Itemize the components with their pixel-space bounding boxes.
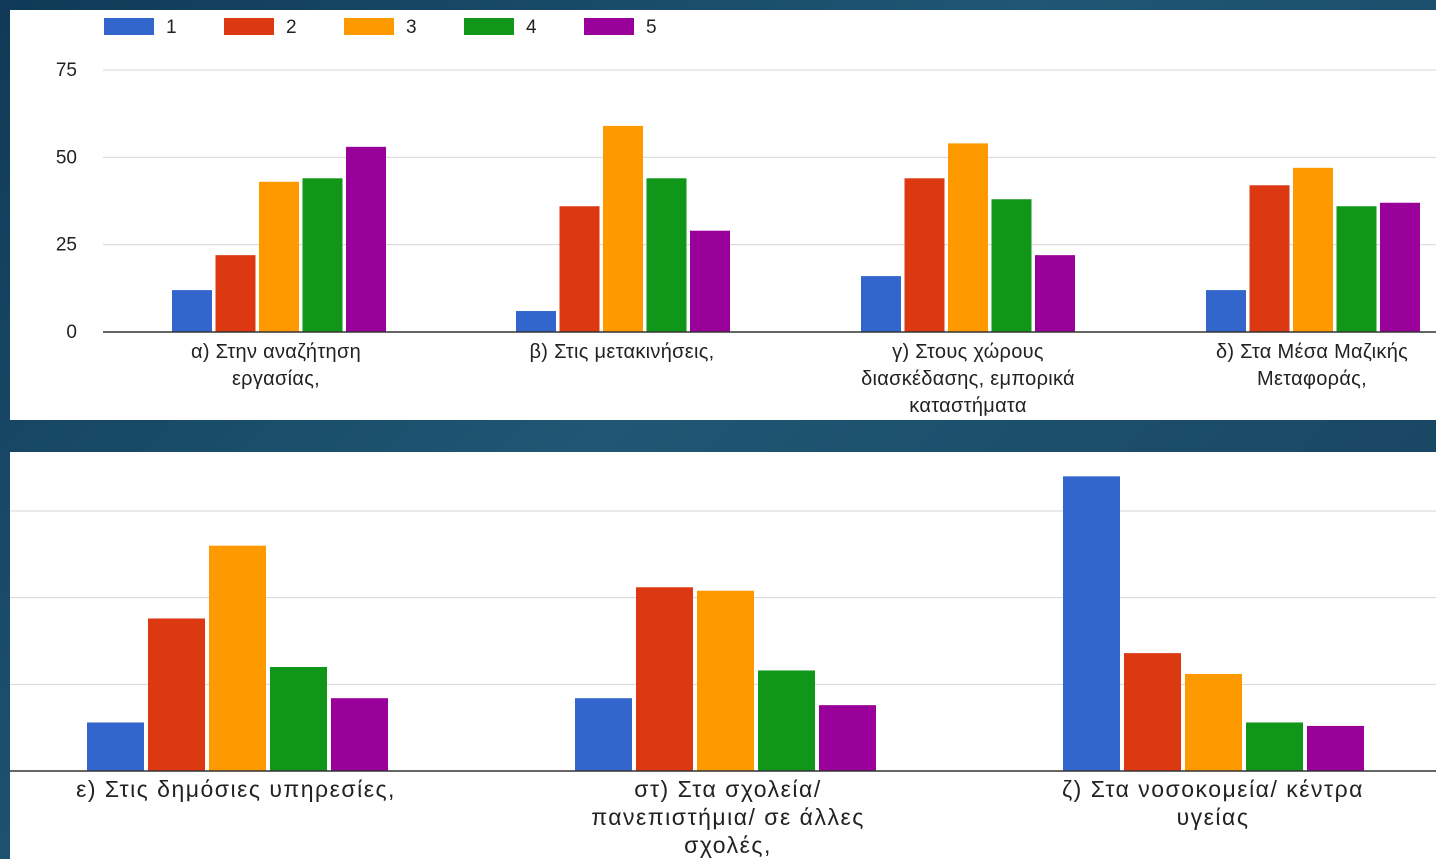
top-bar-series-4-cat-1: [302, 178, 343, 332]
top-bar-series-5-cat-1: [346, 146, 386, 332]
bottom-bar-series-2-cat-2: [636, 587, 693, 771]
legend-label-5: 5: [646, 17, 657, 38]
top-category-label: β) Στις μετακινήσεις,: [529, 341, 714, 363]
legend-label-4: 4: [526, 17, 537, 38]
bottom-bar-series-5-cat-2: [819, 705, 876, 771]
bottom-bar-series-3-cat-3: [1185, 673, 1242, 771]
top-bar-series-2-cat-2: [559, 206, 600, 332]
top-y-tick-label: 0: [66, 322, 77, 343]
top-bar-series-3-cat-2: [603, 125, 643, 332]
top-bar-series-4-cat-4: [1336, 206, 1377, 332]
bottom-category-label-line: σχολές,: [684, 832, 772, 858]
legend-swatch-1: [104, 18, 154, 35]
bottom-bar-series-3-cat-2: [697, 590, 754, 771]
top-category-label-line: Μεταφοράς,: [1257, 368, 1367, 390]
bottom-category-label-line: στ) Στα σχολεία/: [634, 776, 821, 802]
top-category-label-line: διασκέδασης, εμπορικά: [861, 368, 1075, 390]
top-category-label-line: α) Στην αναζήτηση: [191, 341, 361, 363]
top-bar-series-5-cat-3: [1035, 255, 1075, 332]
top-bar-series-1-cat-3: [861, 276, 901, 332]
legend-swatch-2: [224, 18, 274, 35]
legend-label-3: 3: [406, 17, 417, 38]
top-category-label: γ) Στους χώρους διασκέδασης, εμπορικά κατα…: [861, 341, 1075, 417]
top-category-label-line: καταστήματα: [909, 395, 1026, 417]
top-y-tick-label: 50: [56, 147, 77, 168]
top-category-label-line: δ) Στα Μέσα Μαζικής: [1216, 341, 1408, 363]
top-category-label: α) Στην αναζήτηση εργασίας,: [191, 341, 361, 390]
bottom-bar-series-1-cat-3: [1063, 476, 1120, 771]
legend-swatch-4: [464, 18, 514, 35]
legend-label-2: 2: [286, 17, 297, 38]
top-bar-series-3-cat-4: [1293, 167, 1333, 332]
legend-label-1: 1: [166, 17, 177, 38]
bottom-bar-series-4-cat-1: [270, 667, 327, 771]
top-category-label: δ) Στα Μέσα Μαζικής Μεταφοράς,: [1216, 341, 1408, 390]
top-bar-series-2-cat-1: [215, 255, 256, 332]
top-bar-series-3-cat-1: [259, 181, 299, 332]
bottom-category-label-line: πανεπιστήμια/ σε άλλες: [591, 804, 865, 830]
top-bar-series-1-cat-4: [1206, 290, 1246, 332]
bottom-bar-series-1-cat-1: [87, 722, 144, 771]
top-bar-series-1-cat-2: [516, 311, 556, 332]
bottom-category-label-line: υγείας: [1177, 804, 1250, 830]
top-bar-series-5-cat-4: [1380, 202, 1420, 332]
legend-swatch-3: [344, 18, 394, 35]
bottom-category-label: στ) Στα σχολεία/πανεπιστήμια/ σε άλλες σχ…: [591, 776, 865, 858]
top-y-tick-label: 25: [56, 235, 77, 256]
top-category-label-line: γ) Στους χώρους: [892, 341, 1044, 363]
top-bar-series-4-cat-3: [991, 199, 1032, 332]
bottom-category-label-line: ε) Στις δημόσιες υπηρεσίες,: [76, 776, 396, 802]
top-category-label-line: εργασίας,: [232, 368, 320, 390]
top-bar-series-5-cat-2: [690, 230, 730, 332]
bottom-bar-series-5-cat-1: [331, 698, 388, 771]
top-bar-series-2-cat-3: [904, 178, 945, 332]
chart-panel-bottom: ε) Στις δημόσιες υπηρεσίες, στ) Στα σχολε…: [10, 452, 1436, 859]
bottom-bar-series-4-cat-2: [758, 670, 815, 771]
top-bar-series-2-cat-4: [1249, 185, 1290, 332]
bottom-bar-series-1-cat-2: [575, 698, 632, 771]
top-bar-series-1-cat-1: [172, 290, 212, 332]
bottom-category-label: ζ) Στα νοσοκομεία/ κέντρα υγείας: [1062, 776, 1364, 830]
top-y-tick-label: 75: [56, 60, 77, 81]
legend-swatch-5: [584, 18, 634, 35]
bottom-bar-series-4-cat-3: [1246, 722, 1303, 771]
bottom-category-label: ε) Στις δημόσιες υπηρεσίες,: [76, 776, 396, 802]
top-bar-series-3-cat-3: [948, 143, 988, 332]
top-bar-series-4-cat-2: [646, 178, 687, 332]
bottom-bar-series-2-cat-1: [148, 618, 205, 771]
chart-panel-top: 0 25 50 75 α) Στην αναζήτηση εργασίας, β) Στις…: [10, 10, 1436, 420]
bottom-bar-series-2-cat-3: [1124, 653, 1181, 771]
bar-chart-bottom: ε) Στις δημόσιες υπηρεσίες, στ) Στα σχολε…: [10, 476, 1436, 858]
bottom-category-label-line: ζ) Στα νοσοκομεία/ κέντρα: [1062, 776, 1364, 802]
bottom-bar-series-3-cat-1: [209, 545, 266, 771]
bottom-bar-series-5-cat-3: [1307, 725, 1364, 771]
top-category-label-line: β) Στις μετακινήσεις,: [529, 341, 714, 363]
